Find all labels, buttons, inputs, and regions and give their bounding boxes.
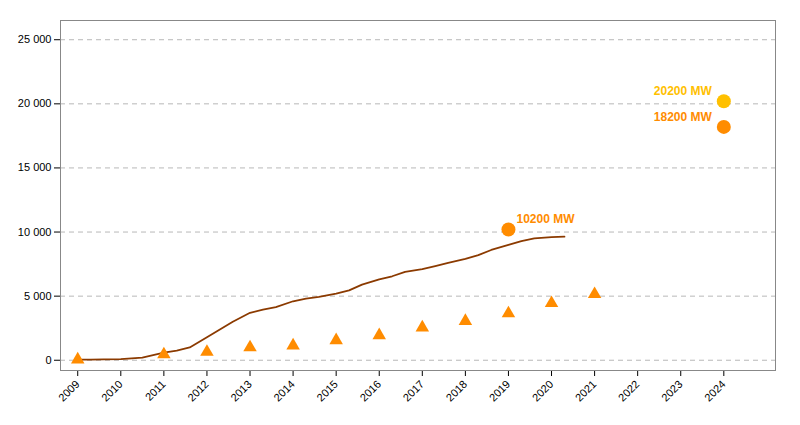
svg-text:2015: 2015 [314,378,340,404]
svg-text:10200 MW: 10200 MW [516,212,575,226]
svg-text:2011: 2011 [143,378,168,403]
svg-text:20 000: 20 000 [18,97,52,109]
svg-text:20200 MW: 20200 MW [654,84,713,98]
svg-text:2009: 2009 [56,378,82,404]
svg-text:2024: 2024 [702,378,728,404]
svg-text:2010: 2010 [99,378,125,404]
svg-text:2022: 2022 [616,378,642,404]
svg-text:10 000: 10 000 [18,226,52,238]
svg-text:2018: 2018 [443,378,469,404]
svg-text:2023: 2023 [659,378,685,404]
svg-text:2013: 2013 [228,378,254,404]
svg-text:2021: 2021 [573,378,599,404]
svg-text:25 000: 25 000 [18,33,52,45]
svg-text:5 000: 5 000 [24,290,52,302]
svg-text:2016: 2016 [357,378,383,404]
svg-text:2017: 2017 [400,378,426,404]
svg-text:15 000: 15 000 [18,161,52,173]
svg-text:2019: 2019 [487,378,513,404]
svg-text:0: 0 [45,354,51,366]
svg-text:2014: 2014 [271,378,297,404]
svg-text:18200 MW: 18200 MW [654,110,713,124]
svg-text:2012: 2012 [185,378,211,404]
svg-text:2020: 2020 [530,378,556,404]
